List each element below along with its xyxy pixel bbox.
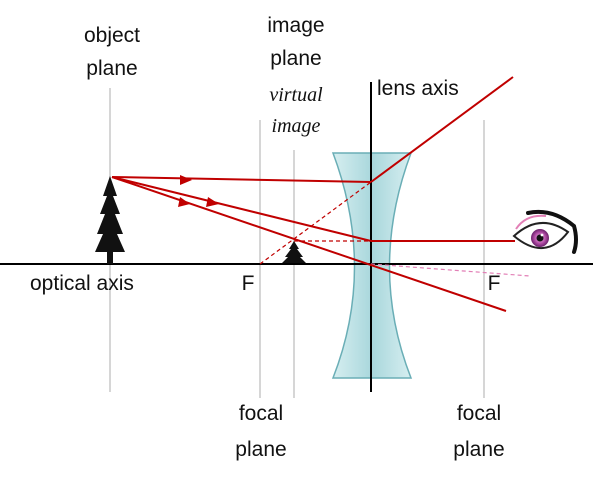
focal-plane-right-label-line1: focal <box>457 402 501 425</box>
ray-1-arrowhead <box>180 175 192 185</box>
focal-plane-right-label-line2: plane <box>453 438 504 461</box>
object-plane-label-line2: plane <box>86 57 137 80</box>
focal-right-marker: F <box>488 272 501 295</box>
optical-axis-label: optical axis <box>30 272 134 295</box>
eye-icon <box>512 209 578 254</box>
ray-2-arrowhead <box>206 197 219 207</box>
virtual-image-label-line1: virtual <box>269 84 323 106</box>
lens-axis-label: lens axis <box>377 77 459 100</box>
image-plane-label-line2: plane <box>270 47 321 70</box>
tree-icon <box>95 176 125 264</box>
virtual-ray-1 <box>259 181 372 265</box>
object-plane-label-line1: object <box>84 24 140 47</box>
ray-3-arrowhead <box>178 197 190 207</box>
focal-left-marker: F <box>242 272 255 295</box>
focal-plane-left-label-line1: focal <box>239 402 283 425</box>
ray-3 <box>111 176 507 312</box>
ray-2-incident <box>111 176 372 242</box>
ray-1-refracted <box>370 76 514 183</box>
virtual-image-label-line2: image <box>272 115 321 137</box>
small-tree-icon <box>282 241 306 263</box>
focal-plane-left-label-line2: plane <box>235 438 286 461</box>
virtual-ray-3 <box>370 263 531 277</box>
ray-1-incident <box>111 176 372 183</box>
image-plane-label-line1: image <box>267 14 324 37</box>
